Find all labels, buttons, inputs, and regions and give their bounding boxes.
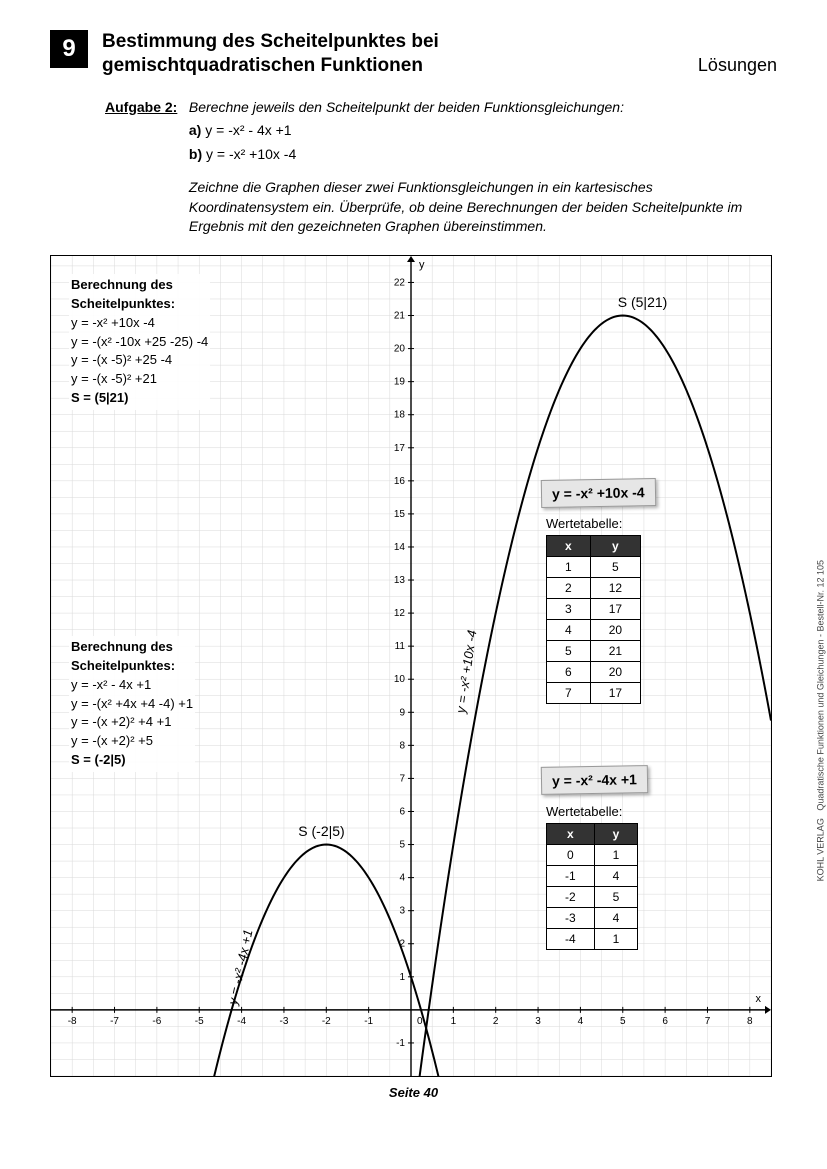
svg-text:-2: -2 [322, 1016, 331, 1027]
svg-text:21: 21 [394, 311, 406, 322]
table-2: xy 01-14-25-34-41 [546, 823, 638, 950]
vertex-label-b: S (5|21) [618, 294, 668, 310]
chart-container: -8-7-6-5-4-3-2-112345678-112345678910111… [50, 255, 772, 1077]
table-row: -25 [547, 887, 638, 908]
svg-text:1: 1 [451, 1016, 457, 1027]
svg-text:y: y [419, 259, 425, 271]
svg-text:-6: -6 [152, 1016, 161, 1027]
svg-text:-4: -4 [237, 1016, 246, 1027]
table-row: 420 [547, 620, 641, 641]
svg-text:9: 9 [399, 707, 405, 718]
table-row: 212 [547, 578, 641, 599]
table-row: 15 [547, 557, 641, 578]
calc-box-2: Berechnung des Scheitelpunktes: y = -x² … [69, 636, 195, 772]
svg-text:13: 13 [394, 575, 406, 586]
svg-text:19: 19 [394, 377, 406, 388]
table-1: xy 15212317420521620717 [546, 535, 641, 704]
task-b: b) y = -x² +10x -4 [189, 145, 769, 165]
svg-text:11: 11 [395, 641, 406, 652]
svg-text:4: 4 [399, 873, 405, 884]
solutions-label: Lösungen [698, 55, 777, 78]
svg-text:3: 3 [399, 906, 405, 917]
svg-text:15: 15 [394, 509, 406, 520]
svg-text:-5: -5 [195, 1016, 204, 1027]
calc-box-1: Berechnung des Scheitelpunktes: y = -x² … [69, 274, 210, 410]
table-row: 620 [547, 662, 641, 683]
svg-text:7: 7 [399, 773, 405, 784]
value-table-1: Wertetabelle: xy 15212317420521620717 [546, 516, 641, 704]
table-row: -14 [547, 866, 638, 887]
svg-text:6: 6 [399, 807, 405, 818]
svg-text:17: 17 [394, 443, 406, 454]
task-label: Aufgabe 2: [105, 98, 185, 118]
svg-text:6: 6 [662, 1016, 668, 1027]
svg-text:-3: -3 [279, 1016, 288, 1027]
svg-text:0: 0 [417, 1016, 423, 1027]
task-block: Aufgabe 2: Berechne jeweils den Scheitel… [105, 98, 777, 238]
svg-text:5: 5 [399, 840, 405, 851]
page-number: Seite 40 [50, 1085, 777, 1100]
svg-text:22: 22 [394, 278, 406, 289]
table-row: 01 [547, 845, 638, 866]
svg-text:-1: -1 [364, 1016, 373, 1027]
svg-text:18: 18 [394, 410, 406, 421]
svg-text:8: 8 [747, 1016, 753, 1027]
svg-text:5: 5 [620, 1016, 626, 1027]
page: 9 Bestimmung des Scheitelpunktes bei gem… [0, 0, 827, 1110]
svg-text:3: 3 [535, 1016, 541, 1027]
chapter-number: 9 [50, 30, 88, 68]
main-title-l2: gemischtquadratischen Funktionen [102, 54, 668, 78]
equation-label-2: y = -x² -4x +1 [541, 765, 648, 795]
task-a: a) y = -x² - 4x +1 [189, 121, 769, 141]
svg-text:x: x [756, 993, 762, 1005]
main-title-l1: Bestimmung des Scheitelpunktes bei [102, 30, 668, 54]
svg-text:2: 2 [493, 1016, 499, 1027]
svg-text:12: 12 [394, 608, 406, 619]
svg-text:10: 10 [394, 674, 406, 685]
header: 9 Bestimmung des Scheitelpunktes bei gem… [50, 30, 777, 78]
svg-text:14: 14 [394, 542, 406, 553]
table-row: -41 [547, 929, 638, 950]
side-text: KOHL VERLAG Quadratische Funktionen und … [815, 560, 825, 881]
svg-text:20: 20 [394, 344, 406, 355]
svg-text:7: 7 [705, 1016, 711, 1027]
svg-text:4: 4 [578, 1016, 584, 1027]
task-question: Berechne jeweils den Scheitelpunkt der b… [189, 99, 624, 115]
svg-text:-7: -7 [110, 1016, 119, 1027]
value-table-2: Wertetabelle: xy 01-14-25-34-41 [546, 804, 638, 950]
title-block: Bestimmung des Scheitelpunktes bei gemis… [102, 30, 668, 78]
svg-text:-8: -8 [68, 1016, 77, 1027]
vertex-label-a: S (-2|5) [298, 823, 344, 839]
svg-text:8: 8 [399, 740, 405, 751]
svg-text:16: 16 [394, 476, 406, 487]
svg-text:-1: -1 [396, 1038, 405, 1049]
table-row: 317 [547, 599, 641, 620]
svg-text:1: 1 [399, 972, 405, 983]
table-row: 521 [547, 641, 641, 662]
task-instruction: Zeichne die Graphen dieser zwei Funktion… [189, 178, 769, 237]
task-body: Berechne jeweils den Scheitelpunkt der b… [189, 98, 769, 238]
equation-label-1: y = -x² +10x -4 [541, 478, 656, 508]
table-row: 717 [547, 683, 641, 704]
table-row: -34 [547, 908, 638, 929]
